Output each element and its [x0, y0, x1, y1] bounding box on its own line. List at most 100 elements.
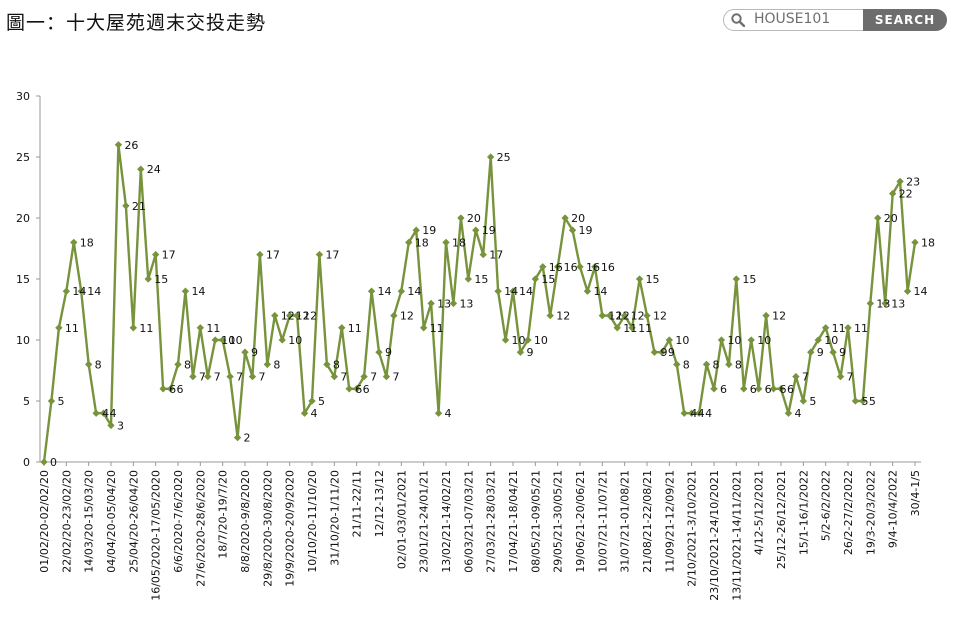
- data-point: [740, 385, 748, 393]
- x-tick-label: 5/2-6/2/2022: [820, 470, 833, 541]
- data-label: 20: [884, 212, 898, 225]
- x-tick-label: 13/11/2021-14/11/2021: [730, 470, 743, 601]
- x-tick-label: 22/02/20-23/02/20: [60, 470, 73, 573]
- data-label: 6: [720, 383, 727, 396]
- data-point: [583, 287, 592, 295]
- data-point: [553, 263, 562, 271]
- data-label: 8: [273, 358, 280, 371]
- data-label: 11: [348, 322, 362, 335]
- data-label: 11: [65, 322, 79, 335]
- data-label: 7: [802, 371, 809, 384]
- page-title: 圖一：十大屋苑週末交投走勢: [6, 12, 267, 34]
- data-point: [382, 372, 391, 381]
- x-tick-label: 6/6/2020-7/6/2020: [172, 470, 185, 573]
- data-point: [494, 287, 502, 295]
- x-tick-label: 23/10/2021-24/10/2021: [708, 470, 721, 601]
- data-point: [635, 275, 644, 283]
- x-tick-label: 25/04/20-26/04/20: [127, 470, 140, 573]
- data-label: 5: [809, 395, 816, 408]
- data-point: [777, 385, 785, 393]
- data-label: 5: [861, 395, 868, 408]
- data-label: 15: [154, 273, 168, 286]
- x-tick-label: 13/02/21-14/02/21: [440, 470, 453, 573]
- y-tick-label: 0: [23, 456, 30, 469]
- data-point: [449, 299, 458, 308]
- data-point: [151, 250, 160, 259]
- data-label: 8: [333, 358, 340, 371]
- data-point: [256, 250, 264, 259]
- data-point: [107, 421, 115, 430]
- x-tick-label: 01/02/20-02/02/20: [38, 470, 51, 573]
- data-label: 5: [869, 395, 876, 408]
- x-tick-label: 4/12-5/12/2021: [753, 470, 766, 555]
- data-point: [903, 287, 912, 295]
- data-point: [434, 409, 443, 417]
- data-label: 15: [742, 273, 756, 286]
- data-label: 13: [876, 297, 890, 310]
- data-point: [315, 250, 324, 259]
- data-label: 15: [541, 273, 555, 286]
- data-point: [859, 397, 867, 405]
- search-icon: [731, 13, 745, 27]
- data-point: [226, 372, 234, 381]
- data-point: [77, 287, 85, 295]
- data-label: 10: [534, 334, 548, 347]
- data-label: 12: [556, 310, 570, 323]
- data-label: 10: [757, 334, 771, 347]
- data-label: 19: [422, 224, 436, 237]
- data-label: 6: [363, 383, 370, 396]
- data-point: [710, 385, 718, 393]
- data-label: 17: [489, 249, 503, 262]
- data-label: 6: [355, 383, 362, 396]
- x-tick-label: 18/7/20-19/7/20: [217, 470, 230, 559]
- x-tick-label: 31/07/21-01/08/21: [619, 470, 632, 573]
- search-input[interactable]: HOUSE101: [723, 9, 863, 31]
- data-label: 14: [914, 285, 928, 298]
- data-label: 9: [660, 346, 667, 359]
- x-tick-label: 9/4-10/4/2022: [887, 470, 900, 548]
- data-point: [762, 311, 770, 320]
- search-button[interactable]: SEARCH: [863, 9, 947, 31]
- data-label: 14: [504, 285, 518, 298]
- chart-series: [40, 141, 919, 466]
- data-point: [844, 324, 852, 332]
- data-point: [598, 311, 607, 320]
- data-label: 11: [430, 322, 444, 335]
- data-point: [92, 409, 100, 417]
- x-tick-label: 29/05/21-30/05/21: [552, 470, 565, 573]
- data-label: 16: [601, 261, 615, 274]
- data-label: 12: [400, 310, 414, 323]
- data-label: 6: [750, 383, 757, 396]
- data-point: [695, 409, 703, 417]
- data-point: [650, 348, 659, 356]
- data-point: [725, 360, 733, 369]
- x-tick-label: 19/06/21-20/06/21: [574, 470, 587, 573]
- data-label: 7: [370, 371, 377, 384]
- x-tick-label: 06/03/21-07/03/21: [462, 470, 475, 573]
- data-point: [687, 409, 696, 417]
- data-point: [613, 324, 621, 332]
- data-label: 3: [117, 419, 124, 432]
- data-point: [479, 250, 487, 259]
- data-point: [792, 372, 800, 381]
- data-point: [352, 385, 361, 393]
- data-point: [300, 409, 309, 417]
- data-label: 6: [765, 383, 772, 396]
- data-label: 13: [459, 297, 473, 310]
- data-point: [501, 336, 510, 344]
- data-label: 10: [675, 334, 689, 347]
- data-point: [591, 263, 599, 271]
- data-point: [851, 397, 860, 405]
- data-point: [546, 311, 554, 320]
- data-label: 11: [623, 322, 637, 335]
- data-point: [464, 275, 473, 283]
- x-tick-label: 2/10/2021-3/10/2021: [686, 470, 699, 587]
- x-tick-label: 27/6/2020-28/6/2020: [194, 470, 207, 587]
- data-point: [606, 311, 614, 320]
- data-point: [799, 397, 808, 405]
- search-placeholder: HOUSE101: [754, 11, 831, 27]
- data-label: 6: [177, 383, 184, 396]
- data-label: 4: [445, 407, 452, 420]
- data-point: [293, 311, 301, 320]
